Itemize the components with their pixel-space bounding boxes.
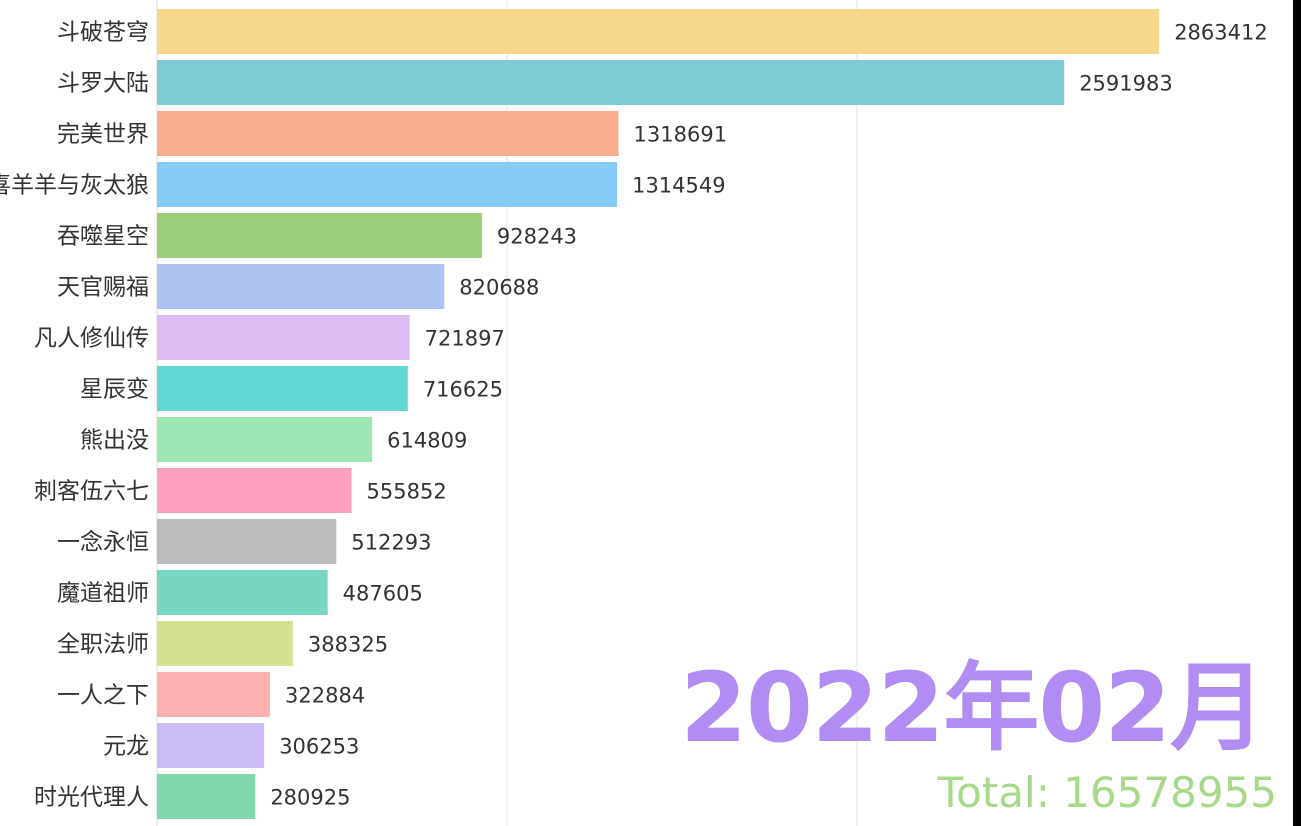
bar — [157, 774, 256, 819]
value-label: 928243 — [497, 225, 577, 249]
value-label: 1314549 — [632, 174, 726, 198]
value-label: 820688 — [459, 276, 539, 300]
category-label: 天官赐福 — [57, 275, 149, 301]
bar — [157, 417, 373, 462]
bar — [157, 570, 328, 615]
bar — [157, 672, 271, 717]
bar — [157, 162, 618, 207]
total-label: Total: 16578955 — [937, 768, 1277, 817]
bar — [157, 9, 1160, 54]
period-label: 2022年02月 — [680, 652, 1266, 764]
category-label: 斗罗大陆 — [57, 71, 149, 97]
category-label: 一人之下 — [57, 683, 149, 709]
bar — [157, 264, 445, 309]
category-label: 一念永恒 — [57, 530, 149, 556]
category-label: 全职法师 — [57, 632, 149, 658]
category-label: 熊出没 — [80, 428, 149, 454]
window-edge — [1293, 0, 1301, 826]
value-label: 280925 — [270, 786, 350, 810]
value-label: 1318691 — [634, 123, 728, 147]
category-label: 元龙 — [103, 734, 149, 760]
value-label: 2591983 — [1079, 72, 1173, 96]
category-label: 时光代理人 — [34, 785, 149, 811]
category-label: 魔道祖师 — [57, 581, 149, 607]
category-label: 吞噬星空 — [57, 224, 149, 250]
value-label: 487605 — [343, 582, 423, 606]
value-label: 555852 — [367, 480, 447, 504]
category-label: 凡人修仙传 — [34, 326, 149, 352]
value-label: 614809 — [387, 429, 467, 453]
bar — [157, 468, 352, 513]
bar — [157, 621, 293, 666]
value-label: 721897 — [425, 327, 505, 351]
value-label: 322884 — [285, 684, 365, 708]
value-label: 2863412 — [1174, 21, 1268, 45]
category-label: 喜羊羊与灰太狼 — [0, 173, 149, 199]
bar — [157, 213, 482, 258]
bar — [157, 60, 1065, 105]
category-label: 完美世界 — [57, 122, 149, 148]
bar — [157, 723, 265, 768]
bar — [157, 315, 410, 360]
category-label: 刺客伍六七 — [34, 479, 149, 505]
value-label: 388325 — [308, 633, 388, 657]
value-label: 512293 — [351, 531, 431, 555]
category-label: 星辰变 — [80, 377, 149, 403]
bar — [157, 111, 619, 156]
category-label: 斗破苍穹 — [57, 20, 149, 46]
bar — [157, 366, 408, 411]
value-label: 306253 — [279, 735, 359, 759]
value-label: 716625 — [423, 378, 503, 402]
bar — [157, 519, 337, 564]
